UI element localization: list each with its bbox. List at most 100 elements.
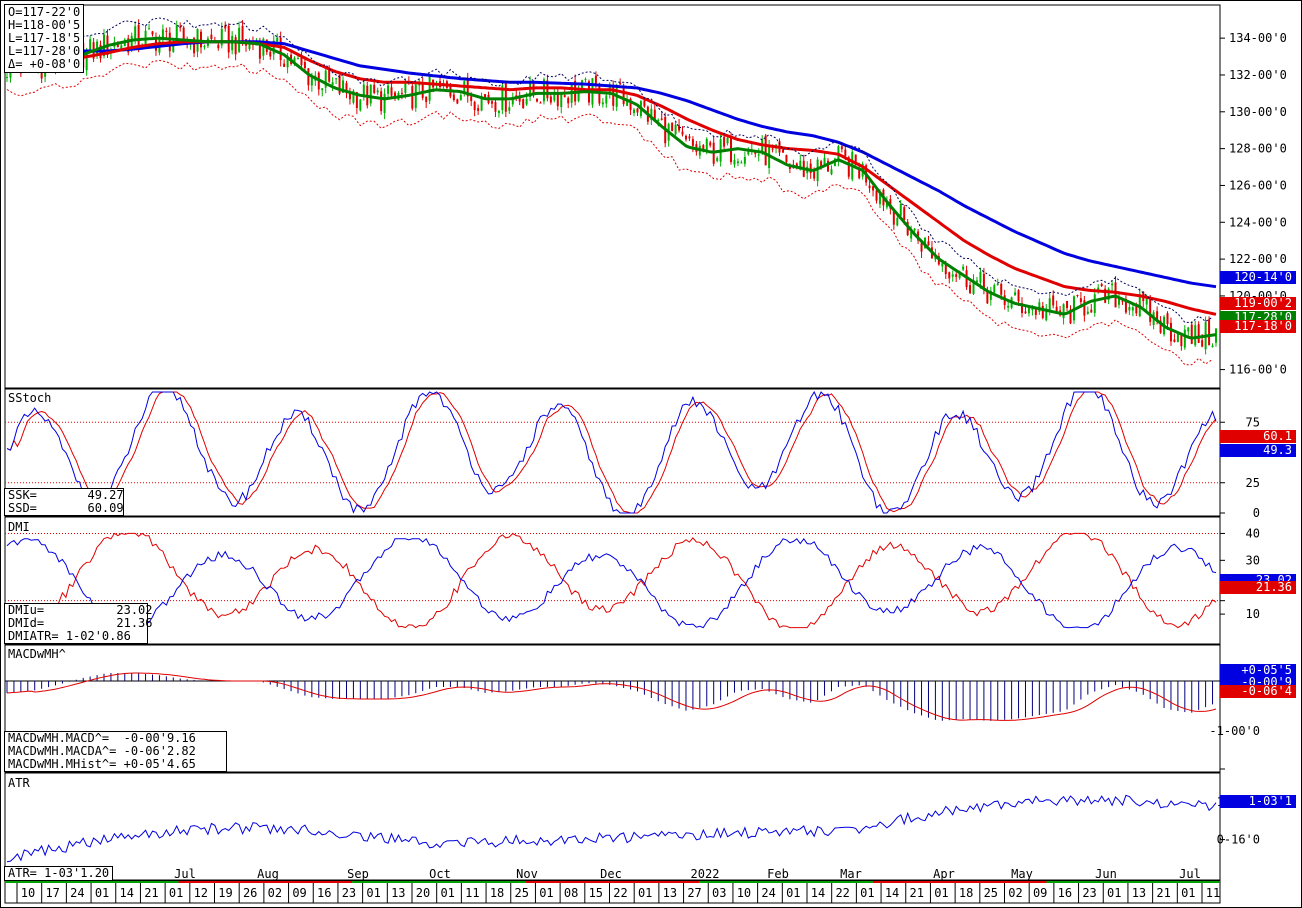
candle-body (1187, 327, 1190, 332)
candle-body (1190, 324, 1193, 344)
date-label: 18 (959, 886, 973, 900)
moving-average-ma_mid (7, 40, 1217, 316)
candle-body (844, 149, 847, 156)
date-label: 01 (539, 886, 553, 900)
candle-body (781, 149, 784, 153)
price-tick-label: 134-00'0 (1229, 31, 1287, 45)
candle-body (1149, 298, 1152, 322)
month-label: May (1011, 867, 1033, 881)
month-label: Apr (933, 867, 955, 881)
candle-body (1201, 340, 1204, 347)
candle-body (328, 68, 331, 82)
ssd-tag: 60.1 (1220, 430, 1296, 443)
candle-body (324, 70, 327, 88)
candle-body (975, 280, 978, 283)
candle-body (657, 119, 660, 122)
date-label: 09 (1033, 886, 1047, 900)
ohlc-low: L=117-18'5 (8, 31, 81, 45)
candle-body (941, 263, 944, 267)
sstoch-75-tick-label: 75 (1246, 415, 1260, 429)
date-label: 01 (638, 886, 652, 900)
candle-body (425, 96, 428, 103)
date-label: 21 (144, 886, 158, 900)
date-label: 19 (218, 886, 232, 900)
candle-body (1173, 339, 1176, 342)
candle-body (238, 27, 241, 52)
dmid-label: DMId= (8, 616, 45, 630)
candle-body (636, 108, 639, 113)
candle-body (456, 99, 459, 104)
date-label: 01 (934, 886, 948, 900)
candle-body (553, 92, 556, 101)
candle-body (560, 92, 563, 108)
candle-body (283, 63, 286, 67)
candle-body (813, 170, 816, 179)
candle-body (373, 84, 376, 93)
candle-body (1107, 288, 1110, 300)
sstoch-25-tick-label: 25 (1246, 476, 1260, 490)
candle-body (369, 84, 372, 104)
candle-body (224, 25, 227, 29)
candle-body (577, 91, 580, 101)
trend-bar (525, 881, 700, 883)
candle-body (421, 82, 424, 98)
month-label: 2022 (691, 867, 720, 881)
candle-body (678, 125, 681, 131)
candle-body (355, 92, 358, 109)
candle-body (272, 40, 275, 55)
candle-body (393, 92, 396, 97)
candle-body (428, 76, 431, 101)
candle-body (906, 221, 909, 236)
price-tick-label: 124-00'0 (1229, 215, 1287, 229)
candle-body (220, 28, 223, 46)
candle-body (480, 96, 483, 111)
candle-body (303, 62, 306, 69)
candle-body (161, 29, 164, 39)
candle-body (910, 232, 913, 239)
candle-body (470, 96, 473, 101)
candle-body (241, 25, 244, 42)
candle-body (380, 91, 383, 112)
date-label: 23 (342, 886, 356, 900)
candle-body (629, 98, 632, 110)
date-label: 01 (440, 886, 454, 900)
date-label: 26 (243, 886, 257, 900)
candle-body (279, 37, 282, 61)
candle-body (1176, 333, 1179, 343)
candle-body (1090, 309, 1093, 313)
month-label: Dec (600, 867, 622, 881)
month-label: Nov (516, 867, 538, 881)
candle-body (359, 99, 362, 111)
date-label: 01 (366, 886, 380, 900)
price-tick-label: 128-00'0 (1229, 142, 1287, 156)
month-label: Feb (767, 867, 789, 881)
candle-body (903, 207, 906, 221)
candle-body (892, 211, 895, 225)
month-label: Sep (347, 867, 369, 881)
candle-body (723, 136, 726, 147)
candle-body (335, 78, 338, 80)
ma-mid-tag: 119-00'2 (1220, 297, 1296, 310)
candle-body (130, 36, 133, 50)
candle-body (743, 156, 746, 164)
candle-body (477, 108, 480, 111)
date-label: 25 (984, 886, 998, 900)
candle-body (203, 46, 206, 48)
date-label: 01 (786, 886, 800, 900)
date-label: 14 (120, 886, 134, 900)
candle-body (702, 145, 705, 151)
candle-body (684, 135, 687, 140)
candle-body (321, 88, 324, 91)
candle-body (511, 97, 514, 105)
candle-body (6, 76, 8, 78)
candle-body (508, 107, 511, 111)
candle-body (771, 148, 774, 150)
candle-body (286, 56, 289, 68)
price-tick-label: 122-00'0 (1229, 252, 1287, 266)
date-label: 09 (292, 886, 306, 900)
pane-border-2 (4, 516, 1221, 645)
candle-body (383, 93, 386, 113)
candle-body (653, 109, 656, 121)
dmid-line (6, 532, 1217, 629)
candle-body (497, 111, 500, 114)
